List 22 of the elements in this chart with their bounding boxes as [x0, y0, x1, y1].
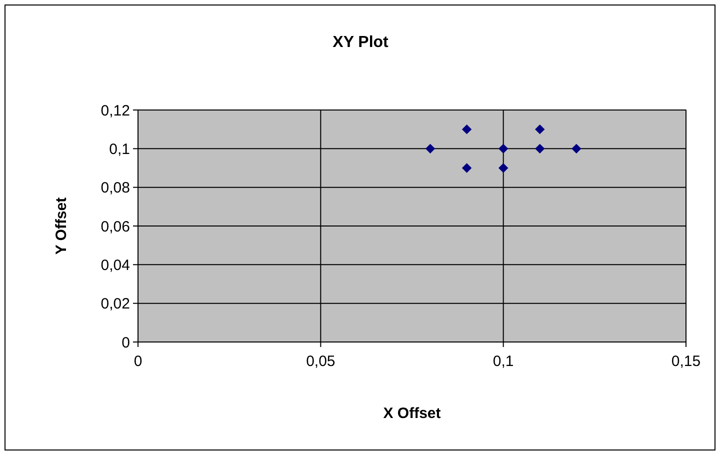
y-tick-label: 0,04: [100, 256, 130, 274]
y-axis-title: Y Offset: [53, 197, 70, 255]
x-tick-label: 0: [134, 353, 142, 370]
x-tick-label: 0,15: [671, 353, 701, 370]
y-tick-label: 0,08: [100, 180, 130, 197]
point: [425, 144, 436, 154]
point: [535, 144, 545, 154]
point: [462, 163, 472, 173]
y-tick-label: 0,1: [109, 140, 130, 158]
point: [462, 124, 472, 134]
x-tick-label: 0,05: [306, 353, 336, 370]
y-tick-label: 0,06: [100, 218, 130, 236]
chart-title: XY Plot: [332, 34, 390, 51]
x-axis-title: X Offset: [383, 405, 441, 422]
y-tick-label: 0,02: [100, 296, 130, 313]
y-tick-label: 0: [122, 334, 130, 352]
y-tick-label: 0,12: [100, 102, 130, 120]
point: [572, 144, 582, 154]
point: [498, 163, 508, 173]
x-tick-label: 0,1: [492, 353, 514, 370]
point: [498, 144, 508, 154]
point: [535, 124, 545, 134]
